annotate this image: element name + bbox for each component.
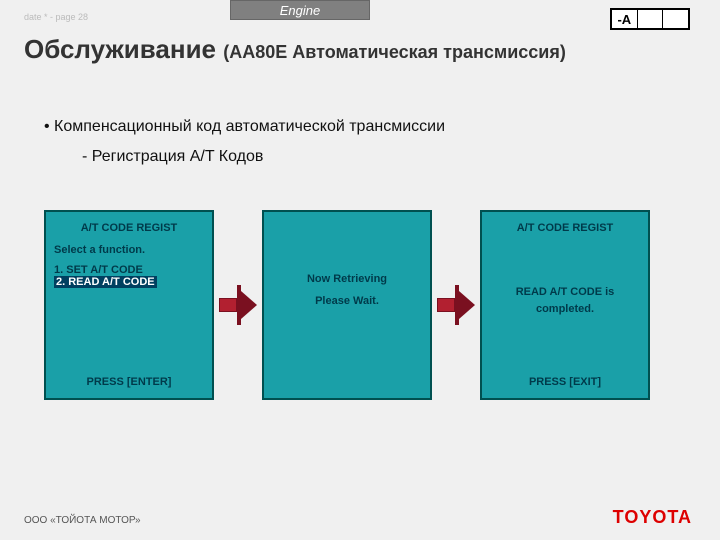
panel3-line1: READ A/T CODE is completed.	[490, 284, 640, 317]
panel3-body: READ A/T CODE is completed.	[490, 284, 640, 317]
zoom-controls: -A	[610, 8, 690, 30]
engine-tab: Engine	[230, 0, 370, 20]
panel1-opt1: 1. SET A/T CODE	[54, 264, 204, 276]
zoom-minus-button[interactable]: -A	[612, 10, 638, 28]
arrow-stem-icon	[219, 298, 237, 312]
panel-3: A/T CODE REGIST READ A/T CODE is complet…	[480, 210, 650, 400]
panel-row: A/T CODE REGIST Select a function. 1. SE…	[44, 210, 676, 400]
toyota-logo: TOYOTA	[613, 507, 692, 528]
panel1-opt2-wrap: 2. READ A/T CODE	[54, 276, 204, 288]
title-sub: (AA80E Автоматическая трансмиссия)	[223, 42, 566, 62]
slide: Engine date * - page 28 -A Обслуживание …	[0, 0, 720, 540]
panel1-header: A/T CODE REGIST	[54, 222, 204, 234]
arrow-1	[214, 285, 262, 325]
panel1-body: Select a function. 1. SET A/T CODE 2. RE…	[54, 244, 204, 288]
zoom-mid-button[interactable]	[638, 10, 664, 28]
footer-company: ООО «ТОЙОТА МОТОР»	[24, 515, 141, 526]
panel2-line2: Please Wait.	[272, 290, 422, 312]
panel-1: A/T CODE REGIST Select a function. 1. SE…	[44, 210, 214, 400]
arrow-2	[432, 285, 480, 325]
arrow-head-icon	[241, 291, 257, 319]
panel2-line1: Now Retrieving	[272, 268, 422, 290]
bullet-2: - Регистрация A/T Кодов	[82, 148, 263, 166]
panel3-header: A/T CODE REGIST	[490, 222, 640, 234]
bullet-1: • Компенсационный код автоматической тра…	[44, 118, 445, 136]
arrow-head-icon	[459, 291, 475, 319]
zoom-plus-button[interactable]	[663, 10, 688, 28]
title-main: Обслуживание	[24, 34, 216, 64]
panel-2: Now Retrieving Please Wait.	[262, 210, 432, 400]
panel1-footer: PRESS [ENTER]	[46, 376, 212, 388]
page-label: date * - page 28	[24, 12, 88, 22]
panel2-body: Now Retrieving Please Wait.	[272, 268, 422, 312]
arrow-stem-icon	[437, 298, 455, 312]
page-title: Обслуживание (AA80E Автоматическая транс…	[24, 34, 696, 65]
panel1-opt2: 2. READ A/T CODE	[54, 276, 157, 288]
panel3-footer: PRESS [EXIT]	[482, 376, 648, 388]
panel1-line1: Select a function.	[54, 244, 204, 256]
